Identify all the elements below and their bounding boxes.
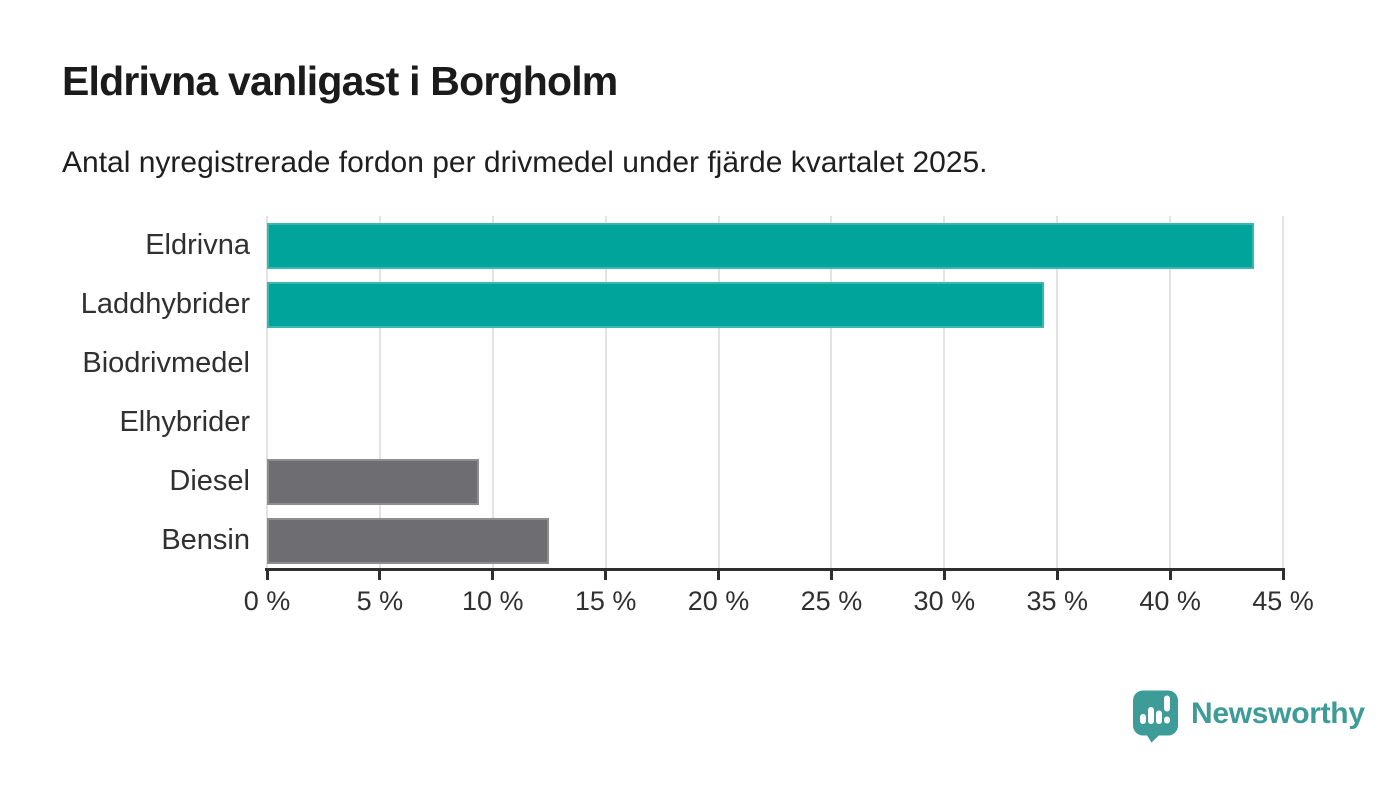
- category-label: Diesel: [169, 465, 250, 497]
- gridline: [1282, 216, 1284, 570]
- chart-row: [267, 511, 1283, 570]
- category-label: Laddhybrider: [80, 288, 250, 320]
- axis-tick: [942, 568, 946, 580]
- axis-tick-label: 25 %: [800, 586, 863, 616]
- chart-row: [267, 216, 1283, 275]
- axis-tick: [1281, 568, 1285, 580]
- chart-subtitle: Antal nyregistrerade fordon per drivmede…: [62, 146, 988, 179]
- gridline: [717, 216, 720, 570]
- axis-tick: [265, 568, 269, 580]
- axis-tick: [717, 568, 721, 580]
- bar-chart-plot: 0 % 5 % 10 % 15 % 20 % 25 % 30 % 35 % 40 % 45 %: [244, 216, 1314, 616]
- axis-tick-label: 30 %: [913, 586, 976, 616]
- gridline: [491, 216, 494, 570]
- axis-tick: [1168, 568, 1172, 580]
- chart-row: [267, 275, 1283, 334]
- axis-tick-label: 0 %: [243, 586, 291, 616]
- gridlines: [266, 216, 1284, 570]
- category-label: Elhybrider: [119, 406, 250, 438]
- category-label: Biodrivmedel: [82, 347, 250, 379]
- bar: [267, 223, 1254, 269]
- axis-tick-label: 40 %: [1139, 586, 1201, 616]
- bar: [267, 282, 1044, 328]
- category-label: Eldrivna: [145, 229, 250, 261]
- gridline: [830, 216, 833, 570]
- chart-row: [267, 393, 1283, 452]
- axis-tick-label: 35 %: [1026, 586, 1088, 616]
- axis-tick: [378, 568, 382, 580]
- bar: [267, 459, 480, 505]
- gridline: [378, 216, 381, 570]
- axis-tick-label: 45 %: [1252, 586, 1314, 616]
- gridline: [604, 216, 607, 570]
- category-label: Bensin: [161, 524, 250, 556]
- category-labels: Eldrivna Laddhybrider Biodrivmedel Elhyb…: [0, 216, 250, 570]
- axis-tick: [1055, 568, 1059, 580]
- axis-tick: [829, 568, 833, 580]
- x-axis-line: [265, 568, 1285, 571]
- chart-row: [267, 334, 1283, 393]
- gridline: [266, 216, 268, 570]
- newsworthy-logo: Newsworthy: [1132, 690, 1365, 743]
- chart-row: [267, 452, 1283, 511]
- bar: [267, 518, 550, 564]
- newsworthy-logo-text: Newsworthy: [1191, 696, 1365, 730]
- chart-rows: [267, 216, 1283, 570]
- chart-title: Eldrivna vanligast i Borgholm: [62, 58, 618, 104]
- axis-tick-label: 10 %: [461, 586, 524, 616]
- axis-tick: [491, 568, 495, 580]
- newsworthy-logo-icon: [1133, 690, 1178, 743]
- axis-tick-label: 20 %: [687, 586, 750, 616]
- gridline: [1056, 216, 1059, 570]
- axis-tick: [604, 568, 608, 580]
- axis-tick-label: 15 %: [574, 586, 637, 616]
- gridline: [1169, 216, 1172, 570]
- axis-tick-label: 5 %: [356, 586, 404, 616]
- gridline: [943, 216, 946, 570]
